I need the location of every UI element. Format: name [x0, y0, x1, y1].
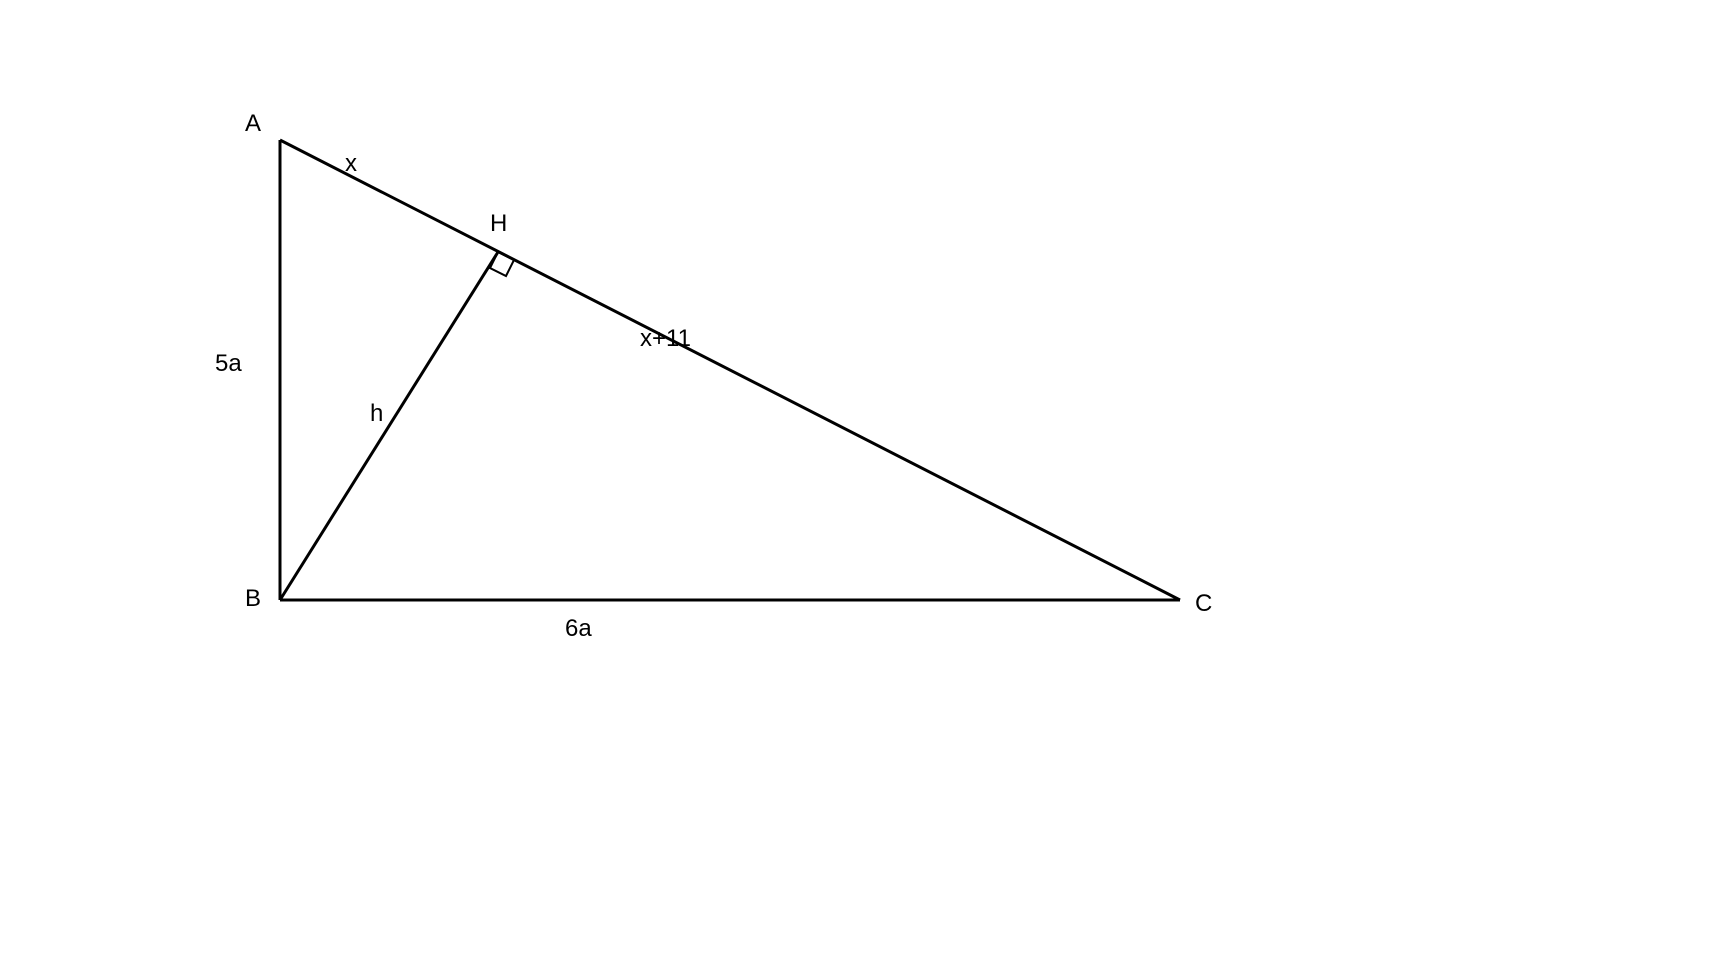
right-angle-marker	[490, 252, 514, 276]
point-H-label: H	[490, 210, 507, 238]
diagram-svg	[0, 0, 1728, 972]
triangle-diagram: A B C H 5a 6a x x+11 h	[0, 0, 1728, 972]
segment-BC-label: 6a	[565, 615, 592, 643]
segment-AB-label: 5a	[215, 350, 242, 378]
line-BH	[280, 252, 498, 600]
segment-HC-label: x+11	[640, 325, 691, 353]
point-B-label: B	[245, 585, 261, 613]
point-C-label: C	[1195, 590, 1212, 618]
point-A-label: A	[245, 110, 261, 138]
segment-AH-label: x	[345, 150, 357, 178]
segment-BH-label: h	[370, 400, 383, 428]
line-AC	[280, 140, 1180, 600]
